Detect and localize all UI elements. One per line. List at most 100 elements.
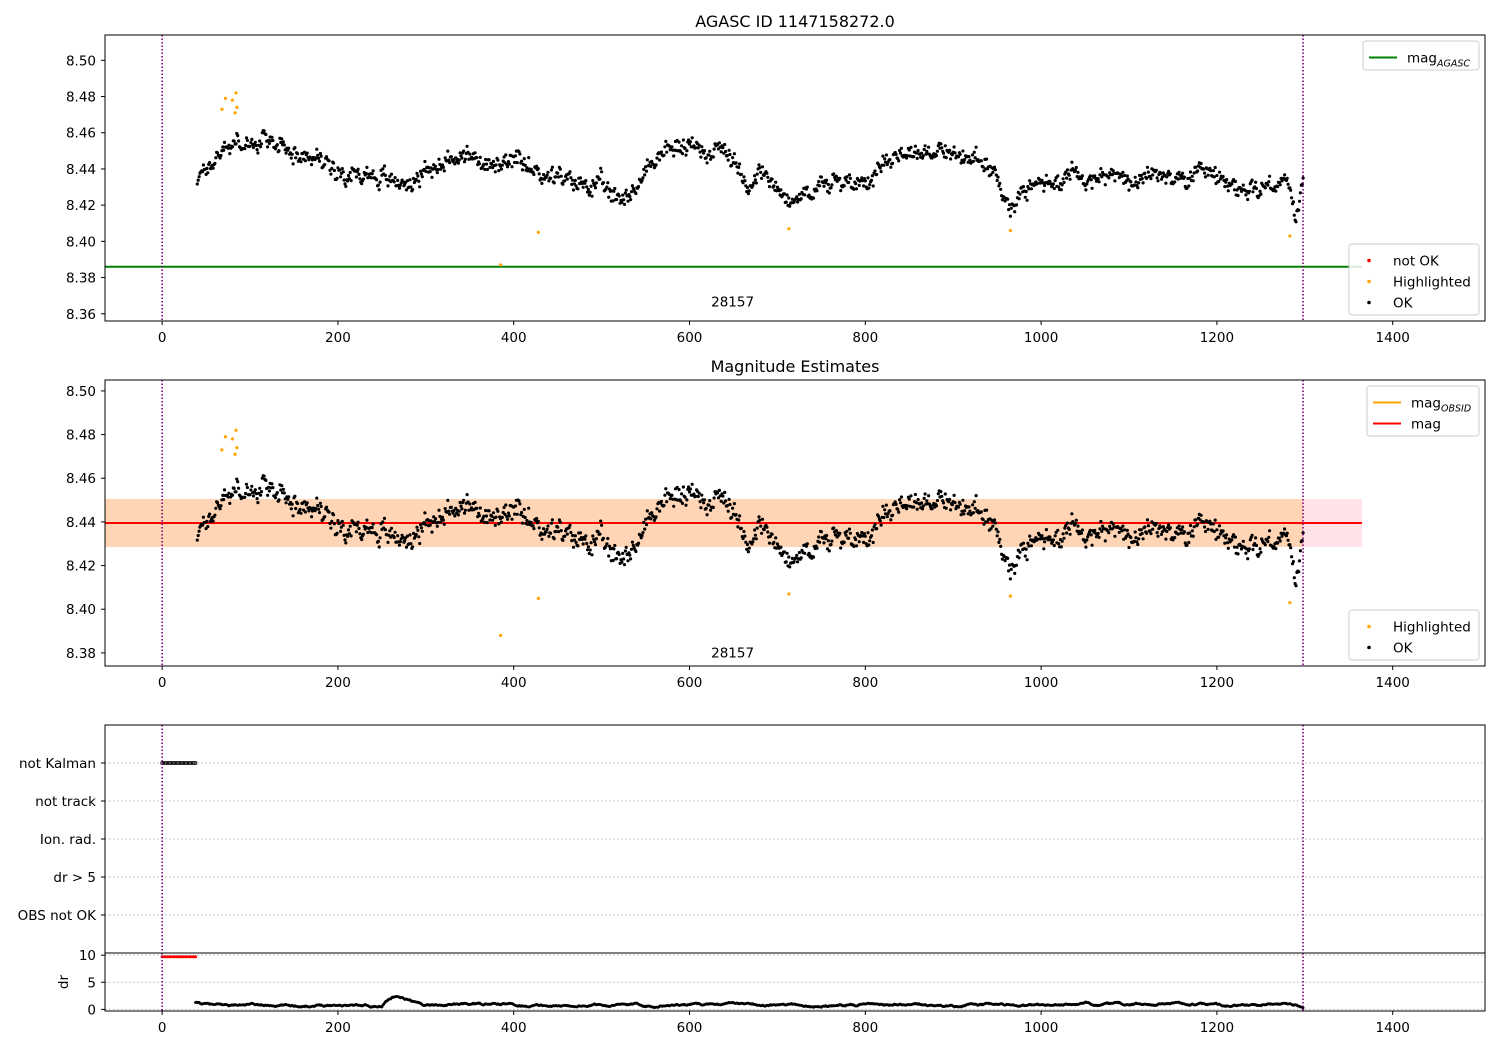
data-point-ok bbox=[670, 145, 674, 149]
data-point-highlighted bbox=[233, 452, 237, 456]
data-point-highlighted bbox=[234, 428, 238, 432]
data-point-ok bbox=[554, 529, 558, 534]
data-point-ok bbox=[1132, 539, 1136, 544]
data-point-ok bbox=[1057, 185, 1061, 189]
data-point-ok bbox=[1154, 168, 1158, 172]
data-point-ok bbox=[1206, 173, 1210, 177]
data-point-ok bbox=[630, 184, 635, 188]
data-point-ok bbox=[1111, 169, 1115, 173]
data-point-ok bbox=[630, 540, 635, 544]
data-point-ok bbox=[309, 506, 313, 510]
data-point-ok bbox=[1199, 161, 1203, 166]
data-point-ok bbox=[1194, 165, 1198, 169]
data-point-ok bbox=[899, 495, 904, 499]
data-point-ok bbox=[221, 145, 225, 149]
data-point-ok bbox=[670, 493, 674, 497]
data-point-ok bbox=[248, 493, 252, 497]
data-point-ok bbox=[1132, 183, 1136, 187]
data-point-ok bbox=[591, 534, 595, 538]
data-point-ok bbox=[760, 165, 765, 169]
data-point-ok bbox=[415, 171, 419, 175]
data-point-highlighted bbox=[787, 227, 791, 231]
x-tick-label: 200 bbox=[325, 330, 351, 346]
data-point-ok bbox=[622, 198, 626, 202]
data-point-ok bbox=[1285, 176, 1289, 180]
data-point-ok bbox=[996, 175, 1000, 179]
data-point-ok bbox=[1048, 535, 1052, 539]
data-point-ok bbox=[540, 181, 544, 185]
data-point-ok bbox=[702, 498, 707, 502]
data-point-ok bbox=[665, 500, 669, 504]
data-point-ok bbox=[991, 170, 995, 175]
data-point-ok bbox=[683, 146, 687, 151]
data-point-ok bbox=[370, 172, 374, 176]
data-point-ok bbox=[376, 539, 380, 544]
data-point-ok bbox=[620, 200, 624, 204]
data-point-ok bbox=[1187, 540, 1191, 545]
data-point-ok bbox=[1042, 189, 1046, 193]
data-point-ok bbox=[1099, 519, 1103, 524]
data-point-ok bbox=[1067, 527, 1071, 532]
data-point-ok bbox=[744, 540, 748, 544]
data-point-ok bbox=[477, 162, 481, 166]
data-point-ok bbox=[1000, 557, 1005, 561]
data-point-ok bbox=[654, 515, 658, 519]
data-point-ok bbox=[921, 154, 925, 158]
data-point-ok bbox=[940, 494, 944, 498]
data-point-ok bbox=[315, 147, 319, 151]
data-point-ok bbox=[397, 186, 402, 190]
data-point-ok bbox=[1188, 176, 1192, 180]
data-point-ok bbox=[1156, 179, 1160, 183]
data-point-ok bbox=[1065, 168, 1070, 172]
data-point-ok bbox=[626, 559, 630, 563]
data-point-ok bbox=[409, 185, 413, 189]
data-point-ok bbox=[1125, 174, 1129, 178]
data-point-ok bbox=[457, 509, 461, 513]
data-point-highlighted bbox=[498, 633, 503, 638]
data-point-ok bbox=[1181, 525, 1185, 529]
data-point-ok bbox=[644, 165, 648, 169]
data-point-ok bbox=[788, 204, 792, 208]
data-point-ok bbox=[542, 173, 546, 177]
data-point-ok bbox=[244, 482, 249, 486]
data-point-ok bbox=[523, 163, 527, 167]
data-point-ok bbox=[1298, 191, 1302, 195]
data-point-ok bbox=[971, 511, 976, 515]
data-point-ok bbox=[357, 526, 361, 531]
data-point-ok bbox=[569, 530, 573, 535]
data-point-ok bbox=[419, 523, 423, 527]
data-point-ok bbox=[694, 146, 698, 150]
data-point-ok bbox=[583, 181, 587, 185]
data-point-ok bbox=[1160, 175, 1164, 179]
data-point-ok bbox=[925, 499, 929, 503]
data-point-ok bbox=[613, 186, 617, 191]
data-point-ok bbox=[1159, 171, 1163, 175]
data-point-ok bbox=[829, 543, 833, 547]
data-point-ok bbox=[448, 161, 452, 165]
data-point-ok bbox=[419, 526, 423, 530]
data-point-ok bbox=[1180, 174, 1184, 178]
data-point-ok bbox=[447, 509, 451, 513]
data-point-ok bbox=[324, 505, 329, 509]
data-point-ok bbox=[952, 493, 956, 497]
data-point-ok bbox=[936, 144, 940, 148]
data-point-ok bbox=[586, 190, 590, 194]
data-point-ok bbox=[500, 163, 504, 167]
data-point-ok bbox=[559, 529, 563, 533]
data-point-ok bbox=[1236, 193, 1240, 198]
data-point-ok bbox=[588, 190, 592, 194]
data-point-ok bbox=[628, 194, 632, 199]
data-point-ok bbox=[644, 517, 648, 521]
data-point-ok bbox=[491, 159, 496, 163]
data-point-ok bbox=[1222, 534, 1226, 538]
data-point-ok bbox=[195, 182, 199, 186]
data-point-ok bbox=[827, 549, 831, 553]
data-point-ok bbox=[1248, 538, 1252, 542]
data-point-ok bbox=[1018, 192, 1022, 196]
data-point-ok bbox=[329, 172, 333, 176]
data-point-ok bbox=[1297, 199, 1302, 203]
data-point-ok bbox=[677, 140, 681, 144]
data-point-ok bbox=[295, 152, 300, 156]
legend-label: magOBSID bbox=[1411, 396, 1471, 415]
y-tick-label: 10 bbox=[79, 948, 96, 964]
